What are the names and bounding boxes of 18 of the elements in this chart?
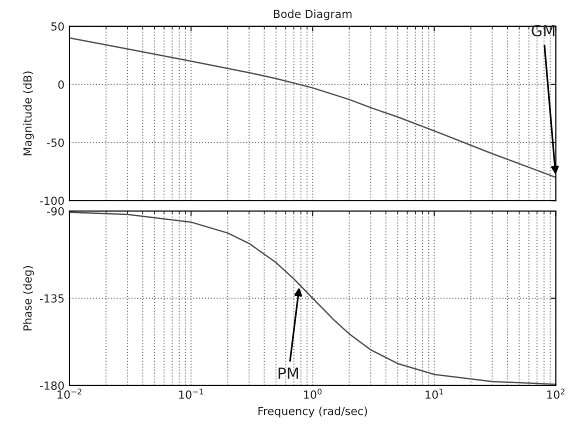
x-axis-title: Frequency (rad/sec): [258, 406, 367, 418]
annotation: GM: [532, 24, 554, 36]
x-tick-label: 10$^{−1}$: [179, 388, 204, 399]
x-tick-label: 10$^{2}$: [547, 388, 564, 399]
y-tick-label: -90: [47, 207, 64, 216]
annotation: PM: [278, 368, 298, 379]
y-tick-label: -100: [40, 196, 64, 206]
y-axis-title: Magnitude (dB): [23, 72, 34, 156]
x-tick-label: 10$^{0}$: [304, 388, 322, 399]
chart-title: Bode Diagram: [274, 10, 352, 20]
y-tick-label: 0: [58, 80, 64, 89]
y-axis-title: Phase (deg): [23, 266, 34, 330]
y-tick-label: -50: [47, 138, 64, 147]
y-tick-label: -180: [40, 381, 64, 390]
y-tick-label: -135: [40, 294, 64, 303]
y-tick-label: 50: [51, 22, 64, 31]
x-tick-label: 10$^{−2}$: [58, 388, 82, 399]
x-tick-label: 10$^{1}$: [426, 388, 443, 399]
